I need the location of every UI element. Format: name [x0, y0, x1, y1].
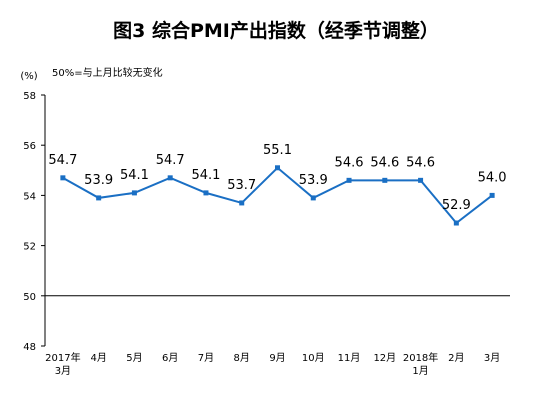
chart-title: 图3 综合PMI产出指数（经季节调整） — [113, 19, 439, 42]
x-tick-labels: 2017年 3月 4月 5月 6月 7月 8月 9月 10月 11月 12月 2018年 1月 2月 3月 — [45, 351, 500, 377]
x-tick-label: 2月 — [448, 352, 464, 364]
data-label: 54.7 — [156, 153, 185, 168]
reference-note: 50%=与上月比较无变化 — [52, 66, 163, 79]
x-tick-label: 9月 — [269, 352, 285, 364]
data-point — [453, 220, 459, 226]
y-tick-label: 58 — [23, 91, 36, 102]
data-label: 54.1 — [120, 168, 149, 183]
y-axis-unit: (%) — [20, 71, 37, 82]
data-labels: 54.7 53.9 54.1 54.7 54.1 53.7 55.1 53.9 54.6 54.6… — [48, 143, 506, 213]
data-point — [203, 190, 209, 196]
x-tick-label: 11月 — [338, 352, 361, 364]
data-point — [382, 177, 388, 183]
data-point — [275, 165, 280, 171]
data-label: 54.7 — [48, 153, 77, 168]
data-point — [60, 175, 66, 181]
data-label: 54.1 — [191, 168, 220, 183]
x-tick-label: 3月 — [484, 352, 500, 364]
x-tick-label: 7月 — [198, 352, 214, 364]
data-label: 54.6 — [406, 155, 435, 170]
data-label: 53.9 — [299, 173, 328, 188]
x-tick-label: 2017年 3月 — [45, 351, 80, 377]
y-tick-label: 50 — [23, 292, 36, 303]
y-tick-labels: 48 50 52 54 56 58 — [23, 91, 36, 353]
data-label: 53.9 — [84, 173, 113, 188]
data-label: 55.1 — [263, 143, 292, 158]
data-point — [346, 177, 352, 183]
x-tick-label: 6月 — [162, 352, 178, 364]
x-tick-label: 8月 — [234, 352, 250, 364]
x-tick-label: 5月 — [126, 352, 142, 364]
x-tick-label: 2018年 1月 — [403, 351, 438, 377]
axes — [41, 94, 510, 347]
x-tick-label: 12月 — [373, 352, 396, 364]
y-tick-label: 52 — [23, 242, 36, 253]
y-tick-label: 54 — [23, 191, 36, 202]
data-point — [489, 192, 495, 198]
data-label: 53.7 — [227, 178, 256, 193]
data-point — [310, 195, 316, 201]
data-point — [418, 177, 424, 183]
x-tick-label: 10月 — [302, 352, 325, 364]
x-tick-label: 4月 — [90, 352, 106, 364]
data-label: 54.6 — [370, 155, 399, 170]
data-point — [131, 190, 137, 196]
data-points — [60, 165, 495, 226]
data-label: 52.9 — [442, 198, 471, 213]
data-label: 54.0 — [478, 170, 507, 185]
data-label: 54.6 — [335, 155, 364, 170]
data-point — [239, 200, 245, 206]
y-tick-label: 48 — [23, 342, 36, 353]
data-point — [96, 195, 102, 201]
data-point — [167, 175, 173, 181]
y-tick-label: 56 — [23, 141, 36, 152]
